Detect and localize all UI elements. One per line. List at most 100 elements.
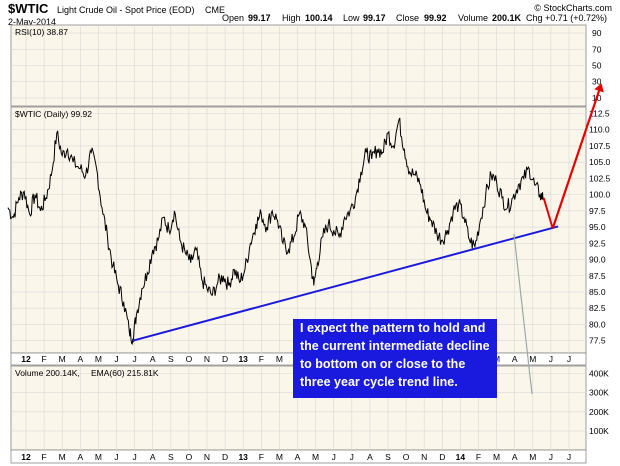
month-label-31: J [567,354,571,364]
month-label-29: M [529,354,536,364]
bottom-month-label-10: O [186,452,193,462]
rsi-legend: RSI(10) 38.87 [15,27,68,37]
volume-legend: Volume 200.14K, [15,368,80,378]
bottom-month-label-22: O [403,452,410,462]
bottom-month-label-25: 14 [456,452,466,462]
low-label: Low [343,13,360,23]
month-label-4: A [77,354,83,364]
bottom-month-label-23: N [421,452,427,462]
bottom-month-label-11: N [204,452,210,462]
open-label: Open [222,13,244,23]
month-label-3: M [59,354,66,364]
high-value: 100.14 [305,13,333,23]
annotation-line-4: three year cycle trend line. [300,375,458,389]
annotation-line-1: I expect the pattern to hold and [300,321,485,335]
price-legend: $WTIC (Daily) 99.92 [15,109,92,119]
price-tick-11: 85.0 [589,287,606,297]
rsi-tick-1: 70 [592,44,602,54]
ema-legend: EMA(60) 215.81K [91,368,159,378]
month-label-1: 12 [21,354,31,364]
month-label-14: F [259,354,264,364]
rsi-tick-2: 50 [592,61,602,71]
chart-date: 2-May-2014 [8,17,56,27]
bottom-month-label-27: M [493,452,500,462]
bottom-month-label-30: J [549,452,553,462]
price-tick-7: 95.0 [589,222,606,232]
price-tick-10: 87.5 [589,271,606,281]
price-line [7,117,545,345]
month-label-5: M [95,354,102,364]
price-tick-12: 82.5 [589,303,606,313]
volume-label: Volume [458,13,488,23]
annotation-line-3: to bottom on or close to the [300,357,465,371]
chart-title-symbol: $WTIC [8,1,49,16]
bottom-month-label-28: A [512,452,518,462]
bottom-month-label-12: D [222,452,228,462]
bottom-month-label-3: M [59,452,66,462]
bottom-month-axis-strip [10,449,587,464]
annotation-box: I expect the pattern to hold and the cur… [293,233,533,398]
projection [542,83,604,229]
price-series [7,117,545,345]
change-label: Chg [526,13,543,23]
annotation-line-2: the current intermediate decline [300,339,490,353]
grid [11,25,586,450]
rsi-tick-0: 90 [592,28,602,38]
bottom-month-label-21: S [385,452,391,462]
bottom-month-label-20: A [367,452,373,462]
price-panel [10,106,587,354]
change-value: +0.71 (+0.72%) [545,13,607,23]
trend-line [132,225,559,342]
price-tick-0: 112.5 [589,108,610,118]
bottom-month-label-7: J [132,452,136,462]
bottom-month-label-6: J [114,452,118,462]
volume-tick-1: 300K [589,388,609,398]
price-tick-1: 110.0 [589,125,610,135]
bottom-month-label-15: M [276,452,283,462]
high-label: High [282,13,301,23]
month-label-7: J [132,354,136,364]
month-label-2: F [41,354,46,364]
bottom-month-label-2: F [41,452,46,462]
volume-tick-2: 200K [589,407,609,417]
volume-value: 200.1K [492,13,522,23]
bottom-month-label-19: J [350,452,354,462]
month-label-15: M [276,354,283,364]
month-label-28: A [512,354,518,364]
price-tick-2: 107.5 [589,141,611,151]
price-tick-6: 97.5 [589,206,606,216]
bottom-month-label-16: A [295,452,301,462]
month-label-13: 13 [238,354,248,364]
price-tick-14: 77.5 [589,336,606,346]
close-label: Close [396,13,419,23]
low-value: 99.17 [363,13,386,23]
bottom-month-label-9: S [168,452,174,462]
watermark: © StockCharts.com [534,3,612,13]
chart-title-name: Light Crude Oil - Spot Price (EOD) [57,5,195,15]
price-tick-4: 102.5 [589,173,611,183]
axes: 12 12 F F M M A A M M J J J J A A S S O O N N D D 13 13 F F M M A A M M J J… [21,28,610,462]
month-label-8: A [150,354,156,364]
bottom-month-label-14: F [259,452,264,462]
chart-title-exchange: CME [205,5,225,15]
price-tick-5: 100.0 [589,190,611,200]
annotation-pointer [513,233,533,395]
month-label-10: O [186,354,193,364]
month-label-6: J [114,354,118,364]
bottom-month-label-31: J [567,452,571,462]
volume-tick-0: 400K [589,369,609,379]
bottom-month-label-5: M [95,452,102,462]
price-tick-8: 92.5 [589,238,606,248]
bottom-month-label-1: 12 [21,452,31,462]
rsi-tick-3: 30 [592,77,602,87]
price-tick-3: 105.0 [589,157,611,167]
volume-tick-3: 100K [589,426,609,436]
month-label-12: D [222,354,228,364]
bottom-month-label-29: M [529,452,536,462]
price-tick-13: 80.0 [589,319,606,329]
month-label-9: S [168,354,174,364]
price-tick-9: 90.0 [589,255,606,265]
month-label-30: J [549,354,553,364]
month-label-11: N [204,354,210,364]
